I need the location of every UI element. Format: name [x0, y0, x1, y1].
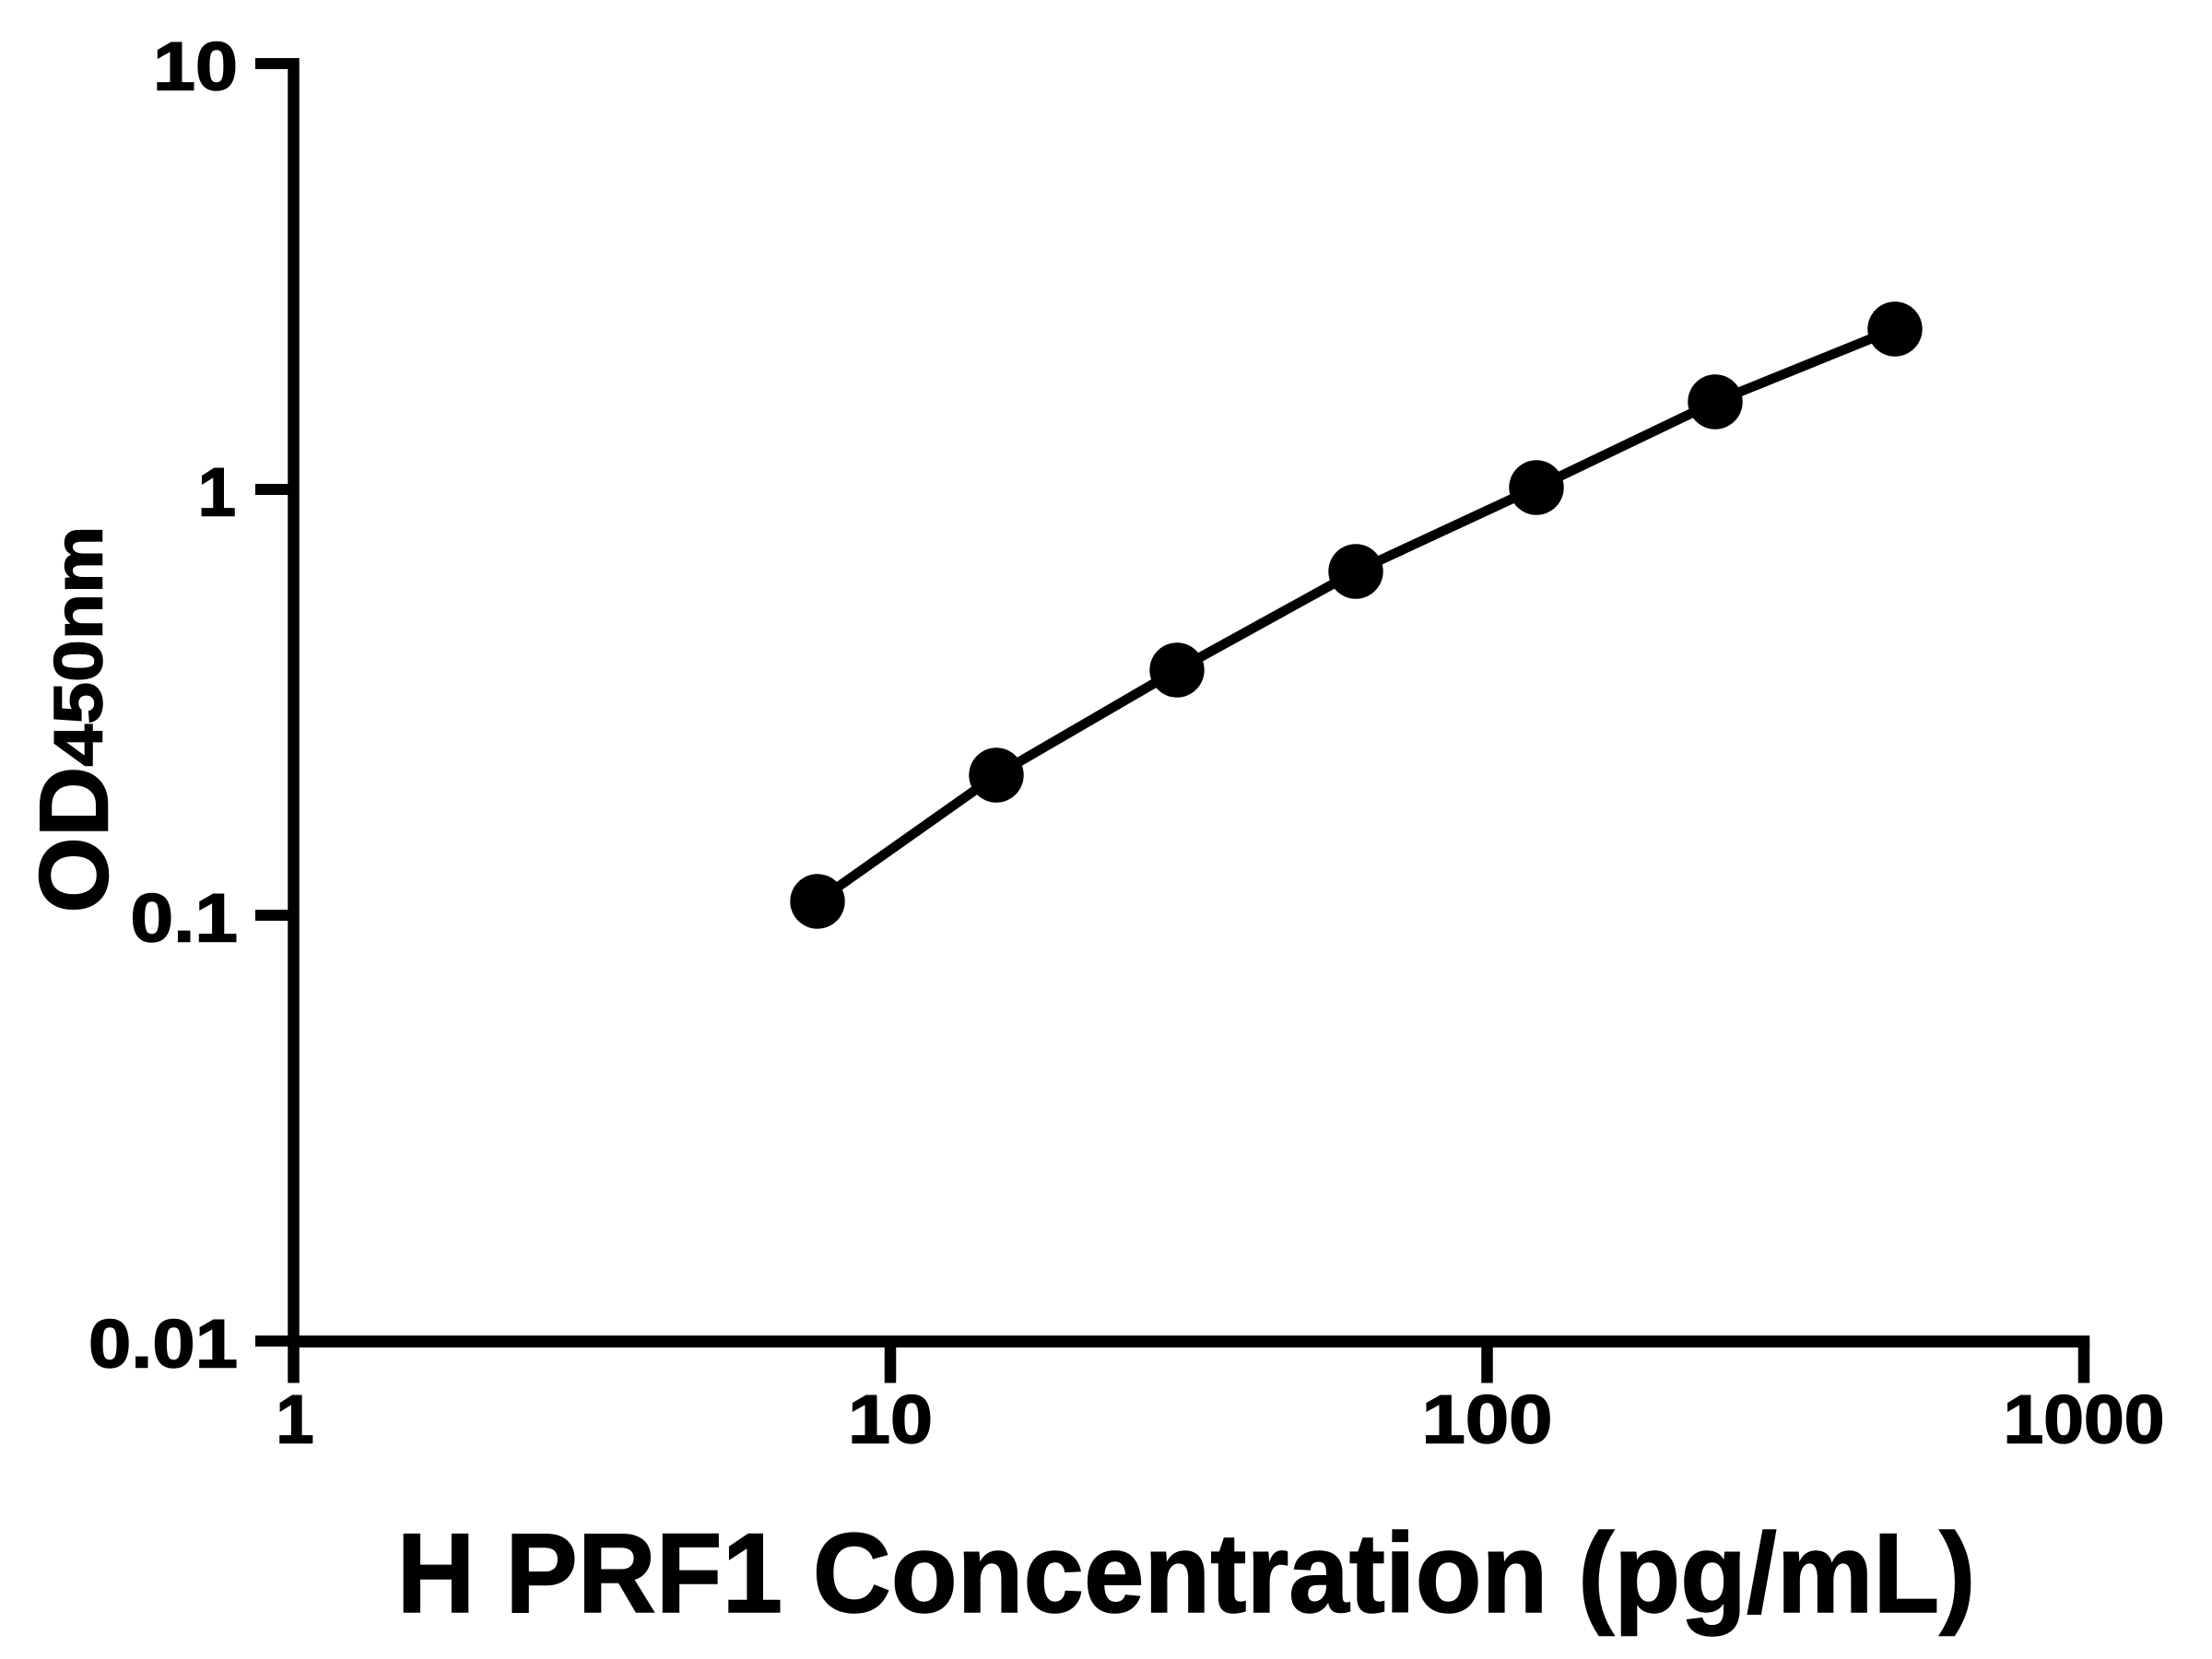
- svg-text:10: 10: [153, 29, 238, 105]
- svg-text:1: 1: [198, 454, 236, 531]
- svg-text:1000: 1000: [2004, 1382, 2165, 1458]
- svg-text:0.1: 0.1: [131, 880, 239, 957]
- svg-text:100: 100: [1422, 1382, 1553, 1458]
- svg-text:0.01: 0.01: [88, 1306, 238, 1382]
- svg-text:H PRF1 Concentration (pg/mL): H PRF1 Concentration (pg/mL): [397, 1510, 1976, 1636]
- svg-text:1: 1: [276, 1382, 313, 1458]
- svg-text:10: 10: [848, 1382, 933, 1458]
